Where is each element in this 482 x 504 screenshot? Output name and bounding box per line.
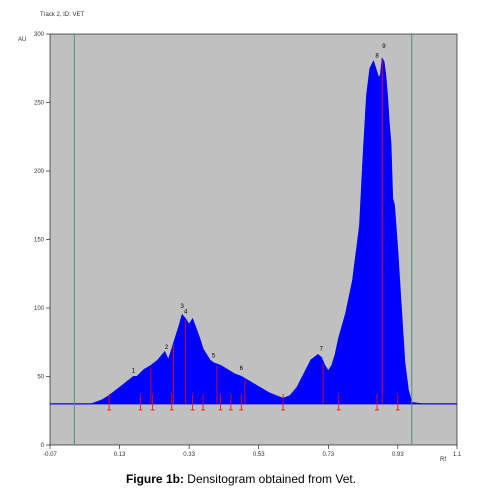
x-tick-label-1: -0.07 [43, 452, 57, 458]
caption-label: Figure 1b: [125, 472, 184, 486]
x-tick-label-2: 0.13 [114, 452, 126, 458]
y-tick-label-1: 0 [41, 443, 45, 449]
y-tick-label-3: 100 [34, 306, 45, 312]
peak-label-6: 6 [240, 366, 244, 372]
y-tick-label-5: 200 [34, 169, 45, 175]
caption-text: Densitogram obtained from Vet. [183, 472, 357, 486]
y-axis-label: AU [18, 37, 26, 43]
x-tick-label-5: 0.73 [322, 452, 334, 458]
y-tick-label-6: 250 [34, 101, 45, 107]
densitogram-chart: Track 2, ID: VET AU Rf 05010015020025030… [18, 12, 462, 463]
densitogram-outline [50, 57, 457, 405]
y-tick-label-7: 300 [34, 32, 45, 38]
peak-label-4: 4 [184, 310, 188, 316]
y-tick-label-4: 150 [34, 238, 45, 244]
densitogram-area [50, 58, 457, 404]
peak-label-7: 7 [320, 347, 324, 353]
peak-label-5: 5 [212, 353, 216, 359]
x-tick-label-4: 0.53 [253, 452, 265, 458]
peak-label-2: 2 [165, 345, 169, 351]
x-tick-label-6: 0.93 [392, 452, 404, 458]
figure-caption: Figure 1b: Densitogram obtained from Vet… [0, 472, 482, 486]
y-tick-label-2: 50 [37, 375, 44, 381]
peak-label-9: 9 [382, 44, 386, 50]
peak-label-3: 3 [181, 304, 185, 310]
peak-label-1: 1 [132, 369, 136, 375]
track-label: Track 2, ID: VET [40, 12, 84, 18]
peak-label-8: 8 [375, 53, 379, 59]
x-tick-label-3: 0.33 [183, 452, 195, 458]
x-axis-label: Rf [440, 457, 446, 463]
x-tick-label-7: 1.1 [453, 452, 462, 458]
